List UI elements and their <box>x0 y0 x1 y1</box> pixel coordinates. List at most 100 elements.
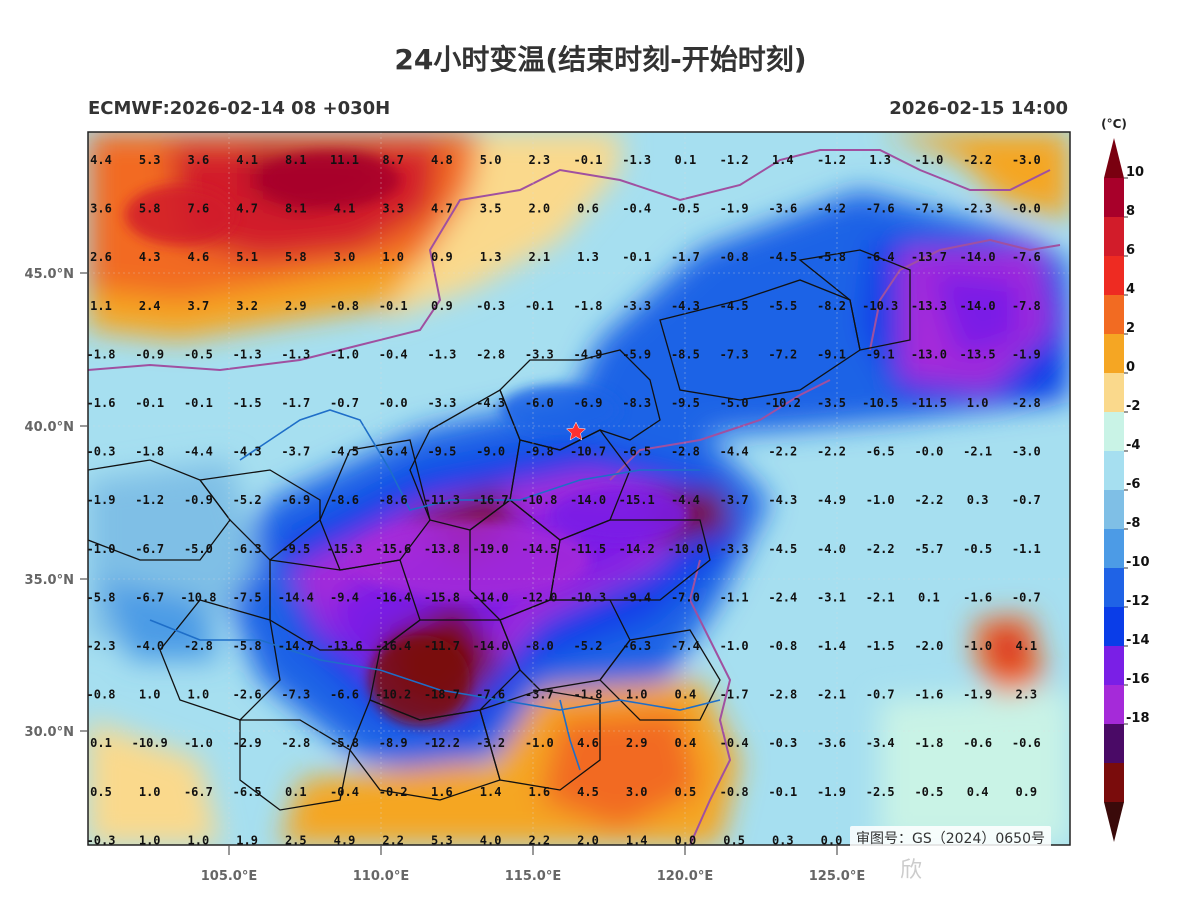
grid-value: -1.2 <box>720 153 749 167</box>
chart-title: 24小时变温(结束时刻-开始时刻) <box>394 43 807 76</box>
colorbar-swatch <box>1104 451 1124 491</box>
grid-value: -5.2 <box>574 639 603 653</box>
grid-value: 5.3 <box>139 153 161 167</box>
grid-value: -1.9 <box>817 785 846 799</box>
colorbar-swatch <box>1104 373 1124 413</box>
grid-value: -0.0 <box>914 445 943 459</box>
grid-value: -0.3 <box>87 833 116 847</box>
grid-value: -0.9 <box>184 493 213 507</box>
grid-value: 7.6 <box>188 202 210 216</box>
grid-value: 0.1 <box>90 736 112 750</box>
grid-value: 2.0 <box>577 833 599 847</box>
grid-value: -2.6 <box>233 688 262 702</box>
grid-value: -1.6 <box>914 688 943 702</box>
grid-value: -19.0 <box>473 542 509 556</box>
grid-value: 0.5 <box>675 785 697 799</box>
grid-value: -11.3 <box>424 493 460 507</box>
grid-value: -2.1 <box>963 445 992 459</box>
grid-value: 0.9 <box>1015 785 1037 799</box>
colorbar-swatch <box>1104 607 1124 647</box>
colorbar-swatch <box>1104 685 1124 725</box>
grid-value: 8.7 <box>382 153 404 167</box>
grid-value: -7.4 <box>671 639 700 653</box>
grid-value: 3.0 <box>334 250 356 264</box>
grid-value: -6.5 <box>622 445 651 459</box>
grid-value: 3.2 <box>236 299 258 313</box>
colorbar-label: 4 <box>1126 282 1135 297</box>
grid-value: 1.0 <box>139 833 161 847</box>
grid-value: -13.3 <box>911 299 947 313</box>
colorbar-min-arrow <box>1104 802 1124 842</box>
map-review-number: 审图号：GS（2024）0650号 <box>850 826 1051 850</box>
grid-value: 4.6 <box>188 250 210 264</box>
grid-value: 5.1 <box>236 250 258 264</box>
grid-value: 2.3 <box>528 153 550 167</box>
grid-value: -5.0 <box>184 542 213 556</box>
colorbar-unit: (°C) <box>1101 117 1127 131</box>
grid-value: 1.6 <box>528 785 550 799</box>
grid-value: -1.9 <box>720 202 749 216</box>
grid-value: -11.5 <box>911 396 947 410</box>
grid-value: -14.7 <box>278 639 314 653</box>
colorbar-swatch <box>1104 763 1124 803</box>
grid-value: 0.4 <box>675 736 697 750</box>
grid-value: -8.9 <box>379 736 408 750</box>
grid-value: -0.3 <box>768 736 797 750</box>
grid-value: -7.3 <box>720 347 749 361</box>
colorbar-swatch <box>1104 412 1124 452</box>
grid-value: 0.0 <box>675 833 697 847</box>
grid-value: -6.4 <box>866 250 895 264</box>
grid-value: -14.0 <box>960 299 996 313</box>
grid-value: -6.7 <box>135 542 164 556</box>
grid-value: -2.8 <box>281 736 310 750</box>
grid-value: 2.3 <box>1015 688 1037 702</box>
grid-value: -7.2 <box>768 347 797 361</box>
grid-value: -0.7 <box>866 688 895 702</box>
grid-value: -2.1 <box>866 590 895 604</box>
grid-value: -1.1 <box>720 590 749 604</box>
grid-value: -6.9 <box>574 396 603 410</box>
grid-value: -1.5 <box>866 639 895 653</box>
colorbar-label: -10 <box>1126 555 1150 570</box>
valid-time-label: 2026-02-15 14:00 <box>889 98 1068 119</box>
grid-value: -6.7 <box>135 590 164 604</box>
grid-value: -0.8 <box>720 785 749 799</box>
grid-value: -2.2 <box>963 153 992 167</box>
grid-value: -5.8 <box>87 590 116 604</box>
grid-value: -10.3 <box>862 299 898 313</box>
lon-label-105: 105.0°E <box>201 869 258 884</box>
colorbar-label: -16 <box>1126 672 1150 687</box>
grid-value: 4.1 <box>1015 639 1037 653</box>
grid-value: -7.5 <box>233 590 262 604</box>
grid-value: -2.2 <box>866 542 895 556</box>
grid-value: -1.0 <box>720 639 749 653</box>
grid-value: -2.3 <box>963 202 992 216</box>
grid-value: -9.5 <box>427 445 456 459</box>
grid-value: -6.3 <box>233 542 262 556</box>
grid-value: -1.8 <box>914 736 943 750</box>
grid-value: -1.0 <box>184 736 213 750</box>
grid-value: -0.8 <box>330 299 359 313</box>
grid-value: -4.4 <box>671 493 700 507</box>
grid-value: -0.0 <box>379 396 408 410</box>
grid-value: -13.0 <box>911 347 947 361</box>
grid-value: 2.0 <box>528 202 550 216</box>
grid-value: -4.2 <box>817 202 846 216</box>
watermark: 欣 <box>900 858 925 883</box>
grid-value: -5.8 <box>233 639 262 653</box>
grid-value: -3.0 <box>1012 153 1041 167</box>
colorbar-swatch <box>1104 568 1124 608</box>
grid-value: 2.5 <box>285 833 307 847</box>
grid-value: -10.8 <box>521 493 557 507</box>
grid-value: -2.3 <box>87 639 116 653</box>
grid-value: 5.3 <box>431 833 453 847</box>
grid-value: -16.4 <box>375 590 411 604</box>
grid-value: 0.1 <box>285 785 307 799</box>
grid-value: -4.3 <box>233 445 262 459</box>
grid-value: -10.2 <box>765 396 801 410</box>
grid-value: -6.6 <box>330 688 359 702</box>
grid-value: -8.3 <box>622 396 651 410</box>
grid-value: -6.9 <box>281 493 310 507</box>
grid-value: -13.6 <box>326 639 362 653</box>
lat-label-45: 45.0°N <box>25 267 74 282</box>
